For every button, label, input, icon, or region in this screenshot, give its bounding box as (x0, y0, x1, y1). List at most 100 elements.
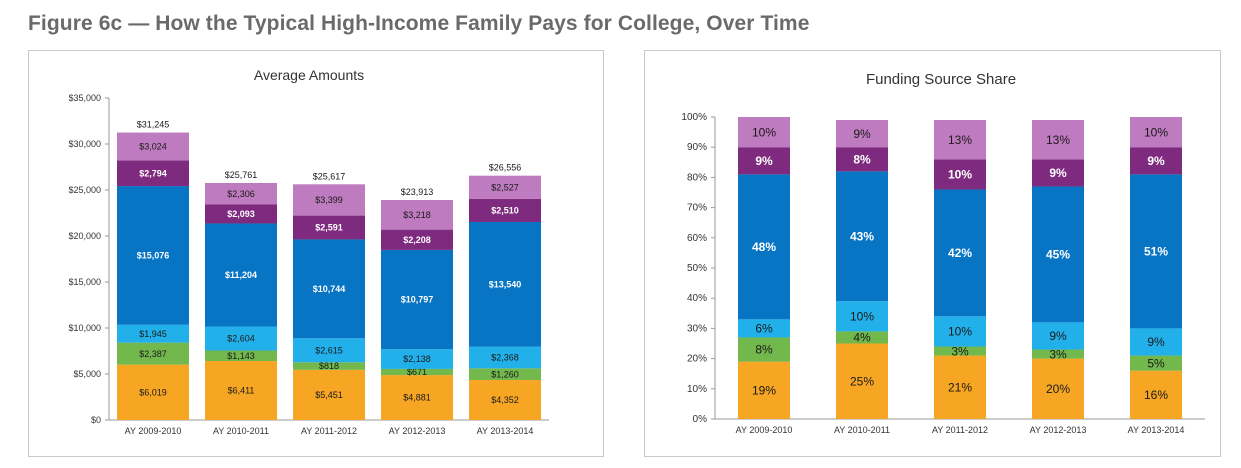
y-tick-label: $5,000 (73, 369, 101, 379)
bar-segment-cyan (1032, 322, 1084, 350)
y-tick-label: 30% (687, 323, 707, 334)
bar-segment-orange (934, 355, 986, 419)
bar-segment-cyan (117, 324, 189, 343)
bar-segment-green (1130, 355, 1182, 371)
y-tick-label: 10% (687, 384, 707, 395)
bar-segment-green (836, 331, 888, 344)
data-label: 13% (1046, 133, 1070, 147)
data-label: 43% (850, 229, 874, 243)
data-label: $2,093 (227, 209, 255, 219)
data-label: 10% (850, 310, 874, 324)
data-label: 48% (752, 240, 776, 254)
bar-segment-lavender (205, 182, 277, 205)
data-label: $4,881 (403, 393, 431, 403)
bar-segment-purple (205, 204, 277, 224)
x-category-label: AY 2012-2013 (1030, 425, 1087, 435)
x-category-label: AY 2010-2011 (834, 425, 890, 435)
data-label: 21% (948, 380, 972, 394)
bar-segment-lavender (469, 175, 541, 199)
data-label: 9% (755, 154, 773, 168)
data-label: 45% (1046, 248, 1070, 262)
data-label: $2,510 (491, 206, 519, 216)
bar-segment-green (381, 368, 453, 376)
data-label: 9% (1049, 329, 1067, 343)
y-tick-label: 90% (687, 142, 707, 153)
data-label: 19% (752, 384, 776, 398)
y-tick-label: $0 (91, 415, 101, 425)
data-label: 10% (752, 125, 776, 139)
data-label: 9% (853, 127, 871, 141)
bar-segment-lavender (293, 184, 365, 216)
bar-segment-blue (293, 239, 365, 339)
data-label: 9% (1147, 154, 1165, 168)
bar-segment-purple (117, 160, 189, 187)
funding-source-share-chart: Funding Source Share 0% 10% 20% 30% 40% 50% 60… (681, 71, 1205, 435)
figure-title: Figure 6c — How the Typical High-Income … (28, 12, 810, 35)
y-tick-label: 60% (687, 233, 707, 244)
y-tick-label: $25,000 (68, 185, 101, 195)
bar-segment-blue (1130, 174, 1182, 329)
bar-segment-cyan (836, 301, 888, 332)
data-label: $671 (407, 367, 427, 377)
bar-segment-purple (293, 215, 365, 240)
bar-segment-purple (381, 229, 453, 250)
chart-title: Funding Source Share (866, 71, 1016, 88)
data-label: $3,024 (139, 142, 167, 152)
y-tick-label: 20% (687, 354, 707, 365)
data-label: $13,540 (489, 279, 522, 289)
bar-segment-orange (1032, 358, 1084, 419)
bar-segment-cyan (293, 338, 365, 363)
bar-segment-cyan (469, 346, 541, 369)
bar-segment-green (738, 337, 790, 362)
data-label: $10,744 (313, 284, 346, 294)
bar-segment-cyan (205, 326, 277, 351)
data-label: $3,218 (403, 210, 431, 220)
bar-segment-green (293, 362, 365, 370)
data-label: 10% (948, 325, 972, 339)
y-tick-label: $30,000 (68, 139, 101, 149)
data-label: $2,387 (139, 349, 167, 359)
total-label: $31,245 (137, 120, 170, 130)
data-label: 25% (850, 374, 874, 388)
y-tick-label: 80% (687, 172, 707, 183)
bar-segment-lavender (836, 120, 888, 148)
bar-segment-purple (934, 159, 986, 190)
x-category-label: AY 2011-2012 (932, 425, 988, 435)
total-label: $23,913 (401, 187, 434, 197)
data-label: 20% (1046, 382, 1070, 396)
data-label: $2,591 (315, 223, 343, 233)
data-label: $1,143 (227, 351, 255, 361)
data-label: 51% (1144, 245, 1168, 259)
data-label: 4% (853, 331, 871, 345)
bar-segment-green (1032, 349, 1084, 359)
data-label: 10% (948, 168, 972, 182)
bar-segment-orange (469, 379, 541, 420)
data-label: $2,604 (227, 334, 255, 344)
chart-title: Average Amounts (254, 67, 364, 83)
data-label: $2,138 (403, 354, 431, 364)
bar-segment-cyan (738, 319, 790, 338)
bar-segment-blue (934, 189, 986, 317)
bar-segment-green (934, 346, 986, 356)
bar-segment-blue (381, 249, 453, 350)
bar-segment-orange (205, 361, 277, 420)
data-label: $2,306 (227, 189, 255, 199)
data-label: $2,208 (403, 235, 431, 245)
total-label: $26,556 (489, 163, 522, 173)
total-label: $25,617 (313, 171, 346, 181)
bar-segment-blue (205, 223, 277, 327)
bar-segment-orange (293, 369, 365, 420)
data-label: 3% (951, 344, 969, 358)
data-label: 8% (853, 152, 871, 166)
x-category-label: AY 2013-2014 (1128, 425, 1185, 435)
bar-segment-lavender (381, 200, 453, 230)
data-label: $2,527 (491, 182, 519, 192)
data-label: 9% (1147, 335, 1165, 349)
bar-segment-orange (738, 361, 790, 419)
data-label: $2,794 (139, 168, 167, 178)
bar-segment-orange (836, 343, 888, 419)
average-amounts-panel: Average Amounts $0 $5,000 $10,000 $15,000 $2… (28, 50, 604, 457)
average-amounts-chart: Average Amounts $0 $5,000 $10,000 $15,000 $2… (68, 67, 549, 436)
bar-segment-cyan (381, 349, 453, 369)
y-tick-label: $15,000 (68, 277, 101, 287)
